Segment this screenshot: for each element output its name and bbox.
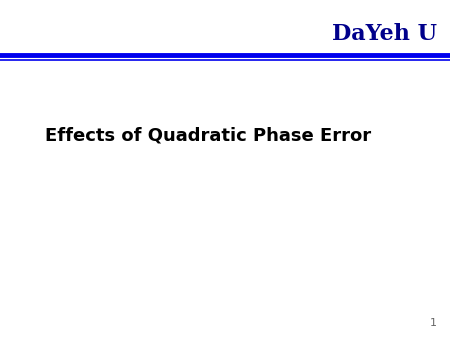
Text: 1: 1 [429, 318, 436, 328]
Text: DaYeh U: DaYeh U [332, 23, 436, 45]
Text: Effects of Quadratic Phase Error: Effects of Quadratic Phase Error [45, 126, 371, 144]
